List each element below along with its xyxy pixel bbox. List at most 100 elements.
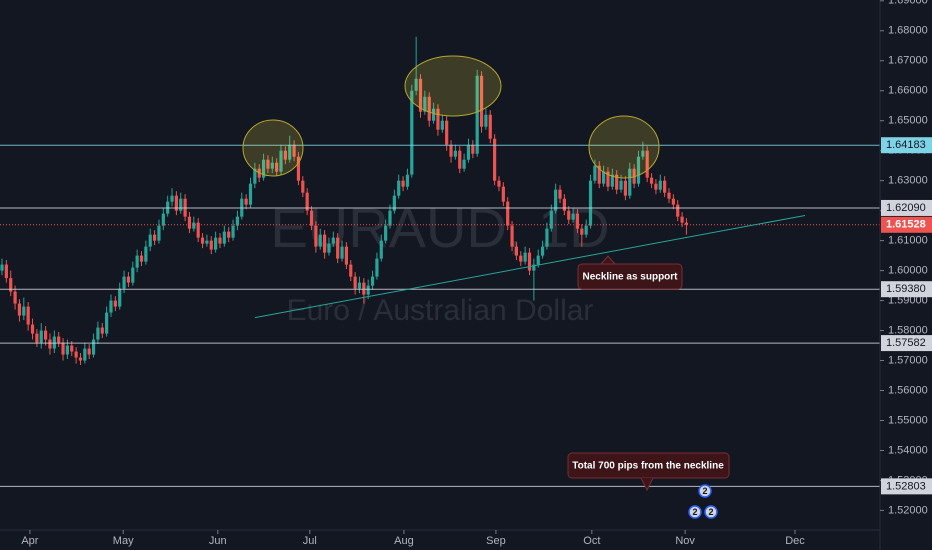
candle-body: [218, 237, 222, 244]
candle-body: [83, 348, 87, 361]
candle-body: [623, 180, 628, 196]
y-tick-label: 1.66000: [888, 85, 928, 97]
candle-body: [48, 339, 52, 349]
candle-body: [536, 255, 540, 265]
level-label: 1.52803: [886, 480, 926, 492]
y-tick-label: 1.56000: [888, 384, 928, 396]
candle-body: [628, 168, 632, 196]
callout-text: Total 700 pips from the neckline: [572, 461, 724, 472]
candle-body: [379, 240, 383, 259]
pattern-shapes: [242, 55, 660, 179]
candle-body: [22, 306, 26, 316]
candle-body: [13, 291, 17, 304]
candle-body: [179, 198, 183, 211]
y-tick-label: 1.61000: [888, 235, 928, 247]
candle-body: [0, 264, 4, 271]
callout-pointer: [640, 477, 654, 492]
candle-body: [405, 174, 410, 187]
candle-body: [667, 192, 671, 199]
plot-area: [0, 36, 880, 487]
candle-body: [170, 195, 174, 202]
level-label: 1.62090: [886, 202, 926, 214]
candle-body: [235, 216, 240, 226]
candle-body: [43, 330, 48, 340]
candle-body: [9, 278, 13, 292]
callout-text: Neckline as support: [582, 272, 678, 283]
candle-body: [388, 210, 392, 226]
event-badge[interactable]: [698, 484, 712, 498]
candle-body: [615, 174, 619, 190]
candle-body: [384, 225, 388, 241]
candle-body: [253, 168, 257, 184]
candle-body: [148, 234, 152, 247]
annotation-target: Total 700 pips from the neckline: [567, 452, 730, 492]
right-shoulder: [588, 115, 660, 179]
watermark-description: Euro / Australian Dollar: [287, 294, 594, 327]
candle-body: [527, 252, 532, 271]
candle-body: [122, 276, 126, 289]
candle-body: [131, 267, 135, 283]
candle-body: [57, 336, 61, 343]
candle-body: [458, 150, 462, 169]
candle-body: [266, 159, 270, 169]
event-badge[interactable]: [704, 505, 718, 519]
event-badge-count: 2: [708, 507, 713, 517]
candle-body: [161, 213, 165, 226]
event-badge[interactable]: [688, 505, 702, 519]
candle-body: [309, 210, 314, 226]
candle-body: [423, 96, 427, 112]
candle-body: [610, 174, 614, 187]
candle-body: [449, 144, 453, 157]
candle-body: [152, 234, 157, 241]
candle-body: [362, 282, 366, 295]
candle-body: [497, 180, 501, 187]
candle-body: [606, 171, 610, 187]
candle-body: [545, 228, 549, 247]
candle-body: [214, 237, 218, 250]
candle-body: [275, 162, 279, 172]
annotation-neckline: Neckline as support: [577, 255, 683, 290]
candle-body: [484, 114, 488, 127]
candle-body: [70, 345, 74, 352]
y-tick-label: 1.59000: [888, 294, 928, 306]
y-tick-label: 1.65000: [888, 115, 928, 127]
candle-body: [506, 201, 510, 226]
candle-body: [501, 186, 505, 202]
candle-body: [510, 225, 514, 247]
candle-body: [375, 258, 379, 277]
candle-body: [105, 312, 109, 334]
candle-body: [445, 120, 449, 145]
last-price-box: [881, 216, 932, 233]
candle-body: [200, 237, 205, 244]
candle-body: [296, 156, 301, 181]
candle-body: [554, 189, 558, 211]
candle-body: [658, 180, 662, 190]
x-tick-label: Apr: [21, 535, 38, 547]
candle-body: [475, 75, 479, 154]
y-tick-label: 1.58000: [888, 324, 928, 336]
candle-body: [488, 114, 492, 139]
candle-body: [684, 222, 689, 225]
candle-body: [588, 180, 593, 226]
candle-body: [192, 222, 196, 229]
candle-body: [100, 327, 104, 334]
candle-body: [418, 78, 423, 112]
candle-body: [370, 276, 375, 286]
level-label-box: [881, 335, 932, 352]
candle-body: [676, 204, 680, 217]
candle-body: [558, 189, 562, 199]
x-tick-label: Sep: [486, 535, 506, 547]
y-tick-label: 1.67000: [888, 55, 928, 67]
candle-body: [174, 195, 178, 211]
candle-body: [440, 120, 444, 130]
candle-body: [35, 333, 39, 343]
candle-body: [471, 144, 475, 154]
candle-body: [636, 156, 641, 184]
candle-body: [126, 276, 131, 283]
candle-body: [109, 300, 113, 313]
candle-body: [632, 168, 636, 184]
candle-body: [575, 213, 580, 229]
candle-body: [353, 276, 357, 289]
candle-body: [645, 150, 649, 178]
